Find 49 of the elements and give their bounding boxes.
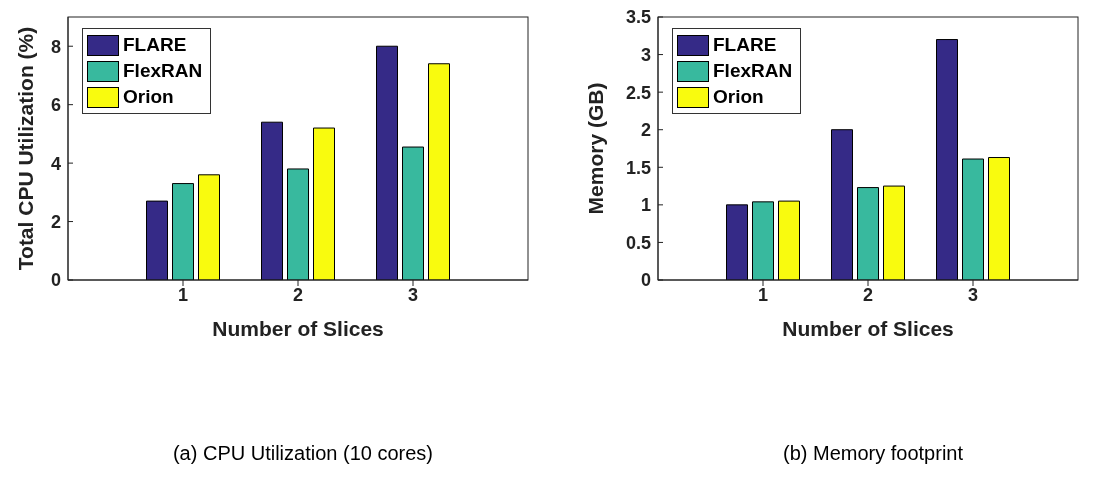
legend-label: FlexRAN (713, 60, 793, 82)
x-tick-label: 1 (177, 284, 189, 305)
y-tick-label: 6 (50, 95, 61, 116)
y-tick-label: 1.5 (625, 157, 651, 178)
bar (428, 63, 450, 280)
bar (883, 185, 905, 280)
bar (146, 200, 168, 280)
bar (726, 204, 748, 280)
bar (402, 146, 424, 280)
y-tick-label: 3.5 (625, 7, 651, 28)
legend-label: FLARE (123, 34, 187, 56)
x-tick-label: 3 (407, 284, 419, 305)
bar (962, 158, 984, 280)
y-axis-title: Memory (GB) (584, 82, 608, 215)
bar (172, 183, 194, 280)
bar (988, 157, 1010, 280)
x-axis-title: Number of Slices (782, 317, 954, 340)
bar (198, 174, 220, 280)
y-tick-label: 4 (50, 153, 61, 174)
bar (313, 127, 335, 280)
bar (778, 200, 800, 280)
legend-label: Orion (123, 86, 174, 108)
legend-label: FlexRAN (123, 60, 203, 82)
bar (831, 129, 853, 280)
bar (857, 187, 879, 280)
x-tick-label: 2 (292, 284, 304, 305)
x-tick-label: 2 (862, 284, 874, 305)
legend-label: FLARE (713, 34, 777, 56)
y-tick-label: 8 (50, 36, 61, 57)
bar (287, 168, 309, 280)
y-tick-label: 2.5 (625, 82, 651, 103)
y-tick-label: 0.5 (625, 232, 651, 253)
y-tick-label: 2 (50, 211, 61, 232)
y-tick-label: 0 (640, 270, 651, 291)
y-tick-label: 3 (640, 44, 651, 65)
y-tick-label: 2 (640, 120, 651, 141)
y-tick-label: 1 (640, 195, 651, 216)
x-tick-label: 3 (967, 284, 979, 305)
y-axis-title: Total CPU Utilization (%) (14, 26, 38, 271)
x-tick-label: 1 (757, 284, 769, 305)
y-tick-label: 0 (50, 270, 61, 291)
bar (752, 201, 774, 280)
legend-label: Orion (713, 86, 764, 108)
text: (a) CPU Utilization (10 cores) (171, 442, 435, 465)
x-axis-title: Number of Slices (212, 317, 384, 340)
bar (936, 39, 958, 280)
bar (261, 121, 283, 280)
bar (376, 45, 398, 280)
text: (b) Memory footprint (781, 442, 965, 465)
